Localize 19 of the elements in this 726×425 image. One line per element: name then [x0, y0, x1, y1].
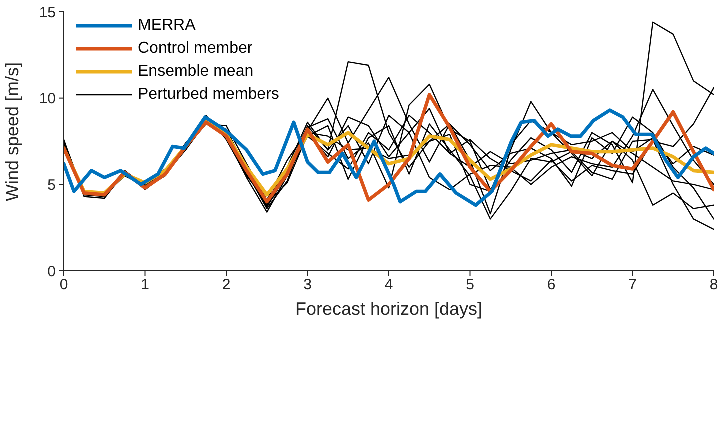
x-tick-label: 7 [628, 276, 637, 294]
y-tick-label: 0 [48, 263, 56, 280]
x-tick-label: 5 [466, 276, 474, 294]
y-axis-title: Wind speed [m/s] [2, 62, 22, 202]
legend-label: Ensemble mean [138, 62, 254, 80]
y-tick-label: 5 [48, 176, 56, 194]
legend-label: Perturbed members [138, 86, 280, 104]
legend-label: MERRA [138, 16, 196, 34]
x-tick-label: 3 [304, 276, 312, 294]
x-tick-label: 1 [141, 276, 150, 294]
x-tick-label: 6 [547, 276, 556, 294]
x-tick-label: 2 [222, 276, 231, 294]
x-tick-label: 4 [384, 276, 394, 294]
legend-label: Control member [138, 40, 253, 58]
x-tick-label: 8 [710, 276, 718, 294]
x-axis-title: Forecast horizon [days] [295, 299, 483, 319]
y-tick-label: 10 [39, 90, 56, 108]
x-tick-label: 0 [60, 276, 68, 294]
y-tick-label: 15 [39, 4, 56, 22]
